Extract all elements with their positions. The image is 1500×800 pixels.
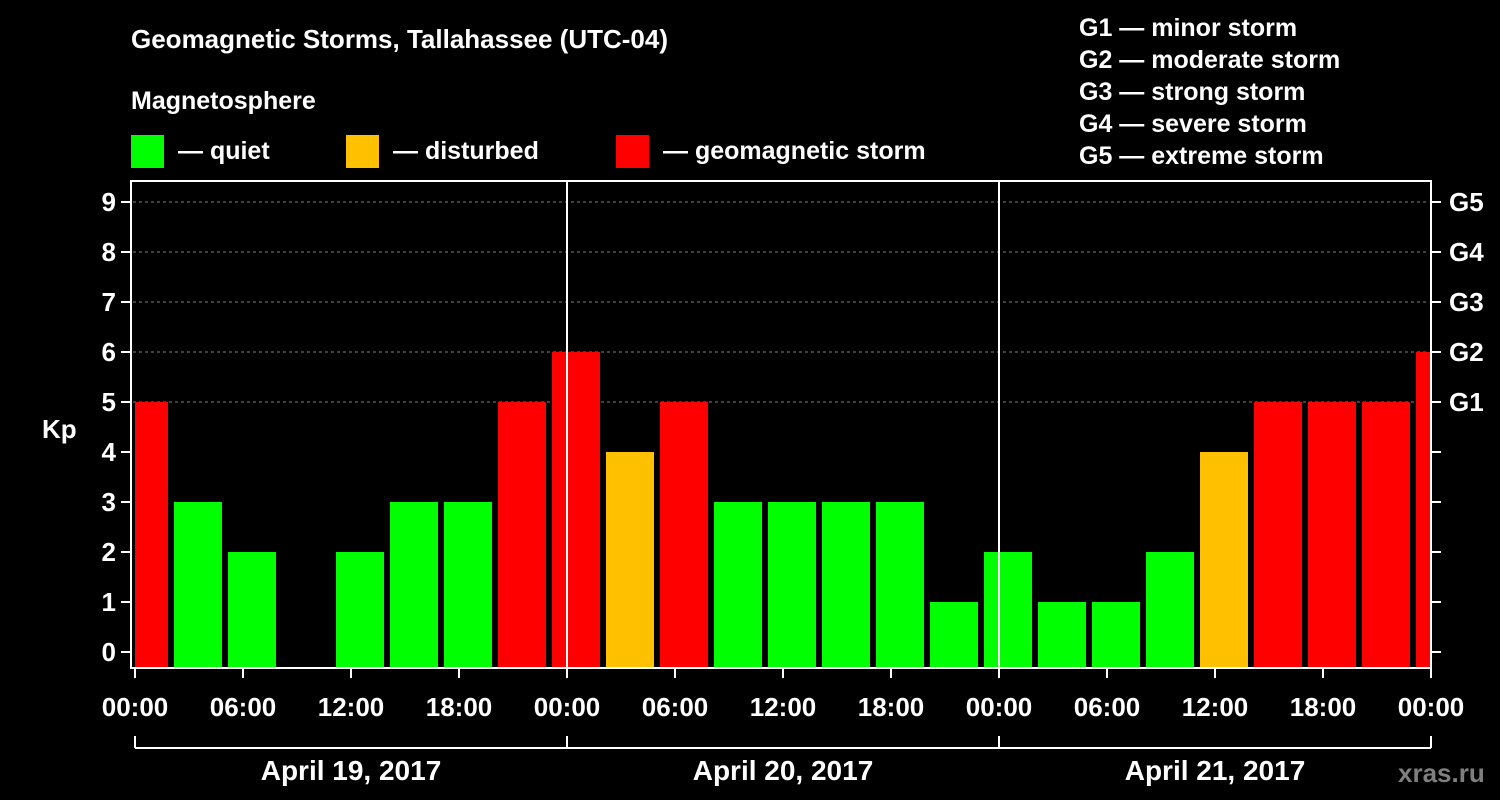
kp-bar — [1092, 602, 1140, 668]
legend-storm: — geomagnetic storm — [616, 134, 926, 168]
y-tick-label: 7 — [102, 287, 116, 317]
kp-bar — [930, 602, 978, 668]
date-label: April 21, 2017 — [1125, 755, 1306, 786]
kp-bar — [876, 502, 924, 668]
kp-bar — [390, 502, 438, 668]
y-tick-label: 4 — [102, 437, 117, 467]
kp-bar — [552, 352, 600, 668]
x-tick-label: 18:00 — [1290, 692, 1357, 722]
y-tick-label: 5 — [102, 387, 116, 417]
kp-bar — [1254, 402, 1302, 668]
g-scale-tick-label: G4 — [1449, 237, 1484, 267]
y-tick-label: 3 — [102, 487, 116, 517]
kp-bar — [822, 502, 870, 668]
y-tick-label: 1 — [102, 587, 116, 617]
kp-bar — [1416, 352, 1431, 668]
g-scale-tick-label: G2 — [1449, 337, 1484, 367]
legend-disturbed-label: — disturbed — [393, 136, 539, 165]
g-scale-g1: G1 — minor storm — [1079, 14, 1298, 42]
g-scale-tick-label: G1 — [1449, 387, 1484, 417]
y-tick-label: 8 — [102, 237, 116, 267]
x-tick-label: 18:00 — [426, 692, 493, 722]
x-tick-label: 12:00 — [1182, 692, 1249, 722]
y-tick-label: 0 — [102, 637, 116, 667]
y-tick-label: 9 — [102, 187, 116, 217]
x-tick-label: 12:00 — [750, 692, 817, 722]
g-scale-tick-label: G3 — [1449, 287, 1484, 317]
x-tick-label: 00:00 — [534, 692, 601, 722]
kp-bar — [1200, 452, 1248, 668]
chart-title: Geomagnetic Storms, Tallahassee (UTC-04) — [131, 24, 669, 54]
x-tick-label: 12:00 — [318, 692, 385, 722]
legend-storm-swatch — [616, 134, 649, 168]
y-tick-label: 2 — [102, 537, 116, 567]
legend-quiet-swatch — [131, 134, 164, 168]
legend-storm-label: — geomagnetic storm — [663, 136, 926, 165]
x-tick-label: 06:00 — [642, 692, 709, 722]
kp-bar — [768, 502, 816, 668]
kp-bar — [1146, 552, 1194, 668]
date-label: April 19, 2017 — [261, 755, 442, 786]
g-scale-g3: G3 — strong storm — [1079, 78, 1306, 106]
date-label: April 20, 2017 — [693, 755, 874, 786]
x-tick-label: 00:00 — [1398, 692, 1465, 722]
magnetosphere-label: Magnetosphere — [131, 87, 316, 115]
legend-quiet: — quiet — [131, 134, 270, 168]
legend-disturbed: — disturbed — [346, 134, 539, 168]
kp-bar — [606, 452, 654, 668]
x-tick-label: 00:00 — [966, 692, 1033, 722]
plot-frame — [130, 180, 1432, 669]
legend-quiet-label: — quiet — [178, 136, 270, 165]
g-scale-tick-label: G5 — [1449, 187, 1484, 217]
kp-bar — [714, 502, 762, 668]
g-scale-g5: G5 — extreme storm — [1079, 142, 1324, 170]
watermark: xras.ru — [1398, 758, 1485, 788]
kp-bar — [498, 402, 546, 668]
kp-bar — [1308, 402, 1356, 668]
kp-bar — [984, 552, 1032, 668]
x-tick-label: 18:00 — [858, 692, 925, 722]
kp-bar — [660, 402, 708, 668]
g-scale-g4: G4 — severe storm — [1079, 110, 1307, 138]
kp-bar — [135, 402, 168, 668]
kp-bar — [174, 502, 222, 668]
g-scale-g2: G2 — moderate storm — [1079, 46, 1341, 74]
kp-bar — [228, 552, 276, 668]
y-tick-label: 6 — [102, 337, 116, 367]
kp-bar — [444, 502, 492, 668]
kp-bar — [1362, 402, 1410, 668]
x-tick-label: 06:00 — [1074, 692, 1141, 722]
kp-bar — [1038, 602, 1086, 668]
y-axis-label: Kp — [42, 414, 77, 444]
x-tick-label: 00:00 — [102, 692, 169, 722]
legend-disturbed-swatch — [346, 134, 379, 168]
x-tick-label: 06:00 — [210, 692, 277, 722]
kp-bar — [336, 552, 384, 668]
